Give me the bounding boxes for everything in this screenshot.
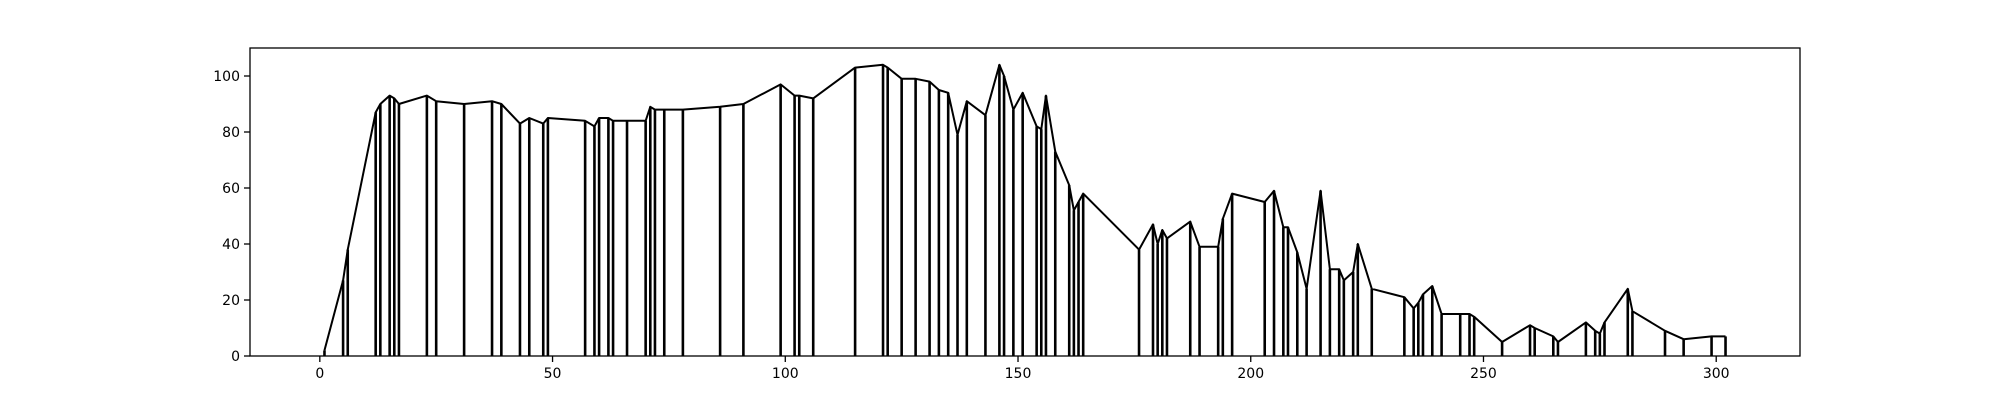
series-line-signal (323, 63, 1726, 351)
y-tick-label: 0 (231, 349, 240, 365)
y-tick-label: 20 (222, 293, 240, 309)
series-layer (323, 63, 1726, 351)
x-axis: 0 50 100 150 200 250 300 (315, 356, 1730, 382)
y-tick-label: 40 (222, 237, 240, 253)
x-tick-label: 150 (1005, 366, 1032, 382)
x-tick-label: 200 (1237, 366, 1264, 382)
x-tick-label: 300 (1703, 366, 1730, 382)
x-tick-label: 0 (315, 366, 324, 382)
y-axis: 0 20 40 60 80 100 (213, 69, 250, 365)
plot-frame (249, 47, 1801, 357)
x-tick-label: 250 (1470, 366, 1497, 382)
vertical-drop-lines (323, 64, 1727, 356)
y-tick-label: 100 (213, 69, 240, 85)
plot-area (250, 48, 1800, 356)
x-tick-label: 100 (772, 366, 799, 382)
x-tick-label: 50 (544, 366, 562, 382)
y-tick-label: 60 (222, 181, 240, 197)
y-tick-label: 80 (222, 125, 240, 141)
